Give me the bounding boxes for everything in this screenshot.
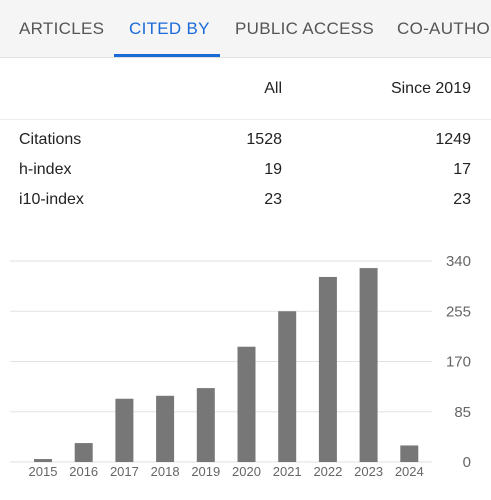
bar-2017[interactable] [115,398,134,462]
h-index-all: 19 [264,161,282,178]
x-tick-label: 2022 [313,464,342,479]
citations-since: 1249 [435,131,471,148]
bar-2016[interactable] [74,443,93,462]
tab-co-authors[interactable]: CO-AUTHORS [397,19,491,38]
x-tick-label: 2018 [151,464,180,479]
y-tick-label: 85 [454,404,471,421]
bar-2018[interactable] [156,395,175,462]
column-header-since: Since 2019 [390,80,471,97]
y-tick-label: 340 [446,253,471,270]
x-tick-label: 2024 [395,464,424,479]
citations-all: 1528 [246,131,282,148]
column-header-all: All [264,80,282,97]
bar-2015[interactable] [34,459,52,462]
y-tick-label: 255 [446,303,471,320]
bar-2023[interactable] [359,268,378,462]
row-label-h-index: h-index [19,161,72,178]
bar-2022[interactable] [318,276,337,462]
h-index-since: 17 [453,161,471,178]
bar-2019[interactable] [196,388,215,462]
tab-bar: ARTICLES CITED BY PUBLIC ACCESS CO-AUTHO… [0,0,491,58]
tab-public-access[interactable]: PUBLIC ACCESS [235,19,375,38]
active-tab-indicator [114,54,220,57]
y-tick-label: 0 [463,454,471,471]
bar-2020[interactable] [237,346,256,462]
y-tick-label: 170 [446,354,471,371]
x-tick-label: 2019 [191,464,220,479]
citations-per-year-chart: 0 85 170 255 340 2015 2016 2017 2018 2019 2020 2021… [10,253,471,479]
row-label-citations: Citations [19,131,82,148]
tab-cited-by[interactable]: CITED BY [129,19,210,38]
row-label-i10-index: i10-index [19,191,84,208]
x-tick-label: 2023 [354,464,383,479]
x-tick-label: 2017 [110,464,139,479]
i10-index-since: 23 [453,191,471,208]
stats-header-row [0,58,491,120]
bar-2021[interactable] [278,311,297,462]
x-tick-label: 2021 [273,464,302,479]
x-tick-label: 2020 [232,464,261,479]
bar-2024[interactable] [400,445,419,462]
tab-articles[interactable]: ARTICLES [19,19,105,38]
x-tick-label: 2016 [69,464,98,479]
i10-index-all: 23 [264,191,282,208]
x-tick-label: 2015 [29,464,58,479]
